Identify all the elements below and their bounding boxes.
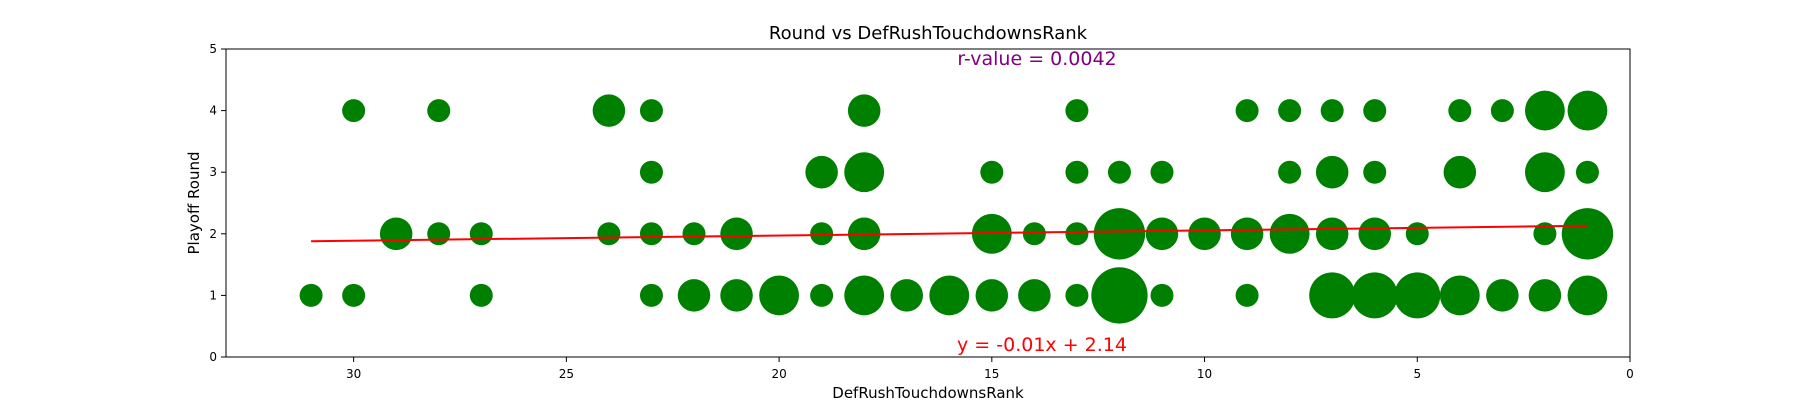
data-point	[1351, 272, 1398, 319]
data-point	[844, 275, 885, 316]
data-point	[929, 275, 970, 316]
data-point	[980, 160, 1004, 184]
data-point	[1065, 99, 1089, 123]
data-point	[844, 152, 885, 193]
data-point	[1093, 208, 1146, 260]
x-tick-label: 0	[1626, 367, 1634, 381]
data-point	[1394, 272, 1441, 319]
data-point	[1235, 283, 1259, 307]
data-point	[1309, 272, 1356, 319]
y-tick-label: 4	[209, 104, 217, 118]
data-point	[639, 222, 663, 246]
data-point	[639, 99, 663, 123]
y-axis-label: Playoff Round	[185, 151, 203, 254]
data-point	[1405, 222, 1429, 246]
data-point	[1448, 99, 1472, 123]
y-tick-label: 5	[209, 42, 217, 56]
data-point	[597, 222, 621, 246]
data-point	[1315, 217, 1349, 251]
data-point	[1363, 99, 1387, 123]
data-point	[639, 283, 663, 307]
data-point	[639, 160, 663, 184]
data-point	[1439, 275, 1480, 316]
chart-title: Round vs DefRushTouchdownsRank	[769, 23, 1088, 44]
data-point	[1490, 99, 1514, 123]
data-point	[299, 283, 323, 307]
data-point	[427, 99, 451, 123]
data-point	[342, 99, 366, 123]
y-tick-label: 1	[209, 288, 217, 302]
data-point	[1278, 160, 1302, 184]
regression-equation: y = -0.01x + 2.14	[957, 334, 1127, 356]
data-point	[1230, 217, 1264, 251]
data-point	[1363, 160, 1387, 184]
data-point	[805, 155, 838, 189]
data-point	[1107, 160, 1131, 184]
data-point	[1443, 155, 1477, 189]
data-point	[1524, 90, 1565, 131]
data-point	[1018, 279, 1051, 312]
data-point	[1065, 222, 1089, 246]
data-point	[1269, 213, 1310, 254]
x-tick-label: 5	[1413, 367, 1421, 381]
r-value-annotation: r-value = 0.0042	[957, 48, 1116, 70]
data-point	[1320, 99, 1344, 123]
x-tick-label: 10	[1197, 367, 1212, 381]
data-point	[810, 283, 834, 307]
data-point	[469, 283, 493, 307]
data-point	[975, 279, 1009, 312]
x-axis-label: DefRushTouchdownsRank	[832, 384, 1024, 400]
data-point	[1575, 160, 1599, 184]
y-tick-label: 2	[209, 227, 217, 241]
data-point	[1567, 90, 1608, 131]
data-point	[469, 222, 493, 246]
data-point	[1567, 275, 1608, 316]
data-point	[1022, 222, 1046, 246]
data-point	[847, 94, 881, 127]
data-point	[1278, 99, 1302, 123]
data-point	[759, 275, 800, 316]
data-point	[379, 217, 413, 251]
y-tick-label: 3	[209, 165, 217, 179]
data-point	[342, 283, 366, 307]
data-point	[1486, 279, 1519, 312]
data-point	[427, 222, 451, 246]
x-tick-label: 20	[771, 367, 786, 381]
data-point	[1065, 283, 1089, 307]
plot-frame	[225, 48, 1631, 358]
data-point	[1150, 283, 1174, 307]
data-point	[1150, 160, 1174, 184]
x-tick-label: 30	[346, 367, 361, 381]
data-point	[1188, 217, 1221, 251]
data-point	[1524, 152, 1565, 193]
data-point	[1561, 208, 1614, 260]
data-point	[1065, 160, 1089, 184]
regression-line	[311, 224, 1588, 243]
x-axis: 30 25 20 15 10 5 0	[346, 357, 1634, 381]
data-point	[1358, 217, 1391, 251]
data-point	[720, 279, 753, 312]
data-point	[890, 279, 923, 312]
y-axis: 0 1 2 3 4 5	[209, 42, 226, 364]
data-point	[592, 94, 626, 127]
data-point	[720, 217, 753, 251]
data-point	[682, 222, 706, 246]
data-point	[1533, 222, 1557, 246]
data-point	[1235, 99, 1259, 123]
data-point	[1091, 267, 1148, 324]
data-point	[1528, 279, 1562, 312]
data-point	[1315, 155, 1349, 189]
x-tick-label: 25	[559, 367, 574, 381]
x-tick-label: 15	[984, 367, 999, 381]
data-point	[810, 222, 834, 246]
data-point	[1145, 217, 1179, 251]
data-point	[677, 279, 711, 312]
y-tick-label: 0	[209, 350, 217, 364]
scatter-marks	[299, 90, 1614, 324]
